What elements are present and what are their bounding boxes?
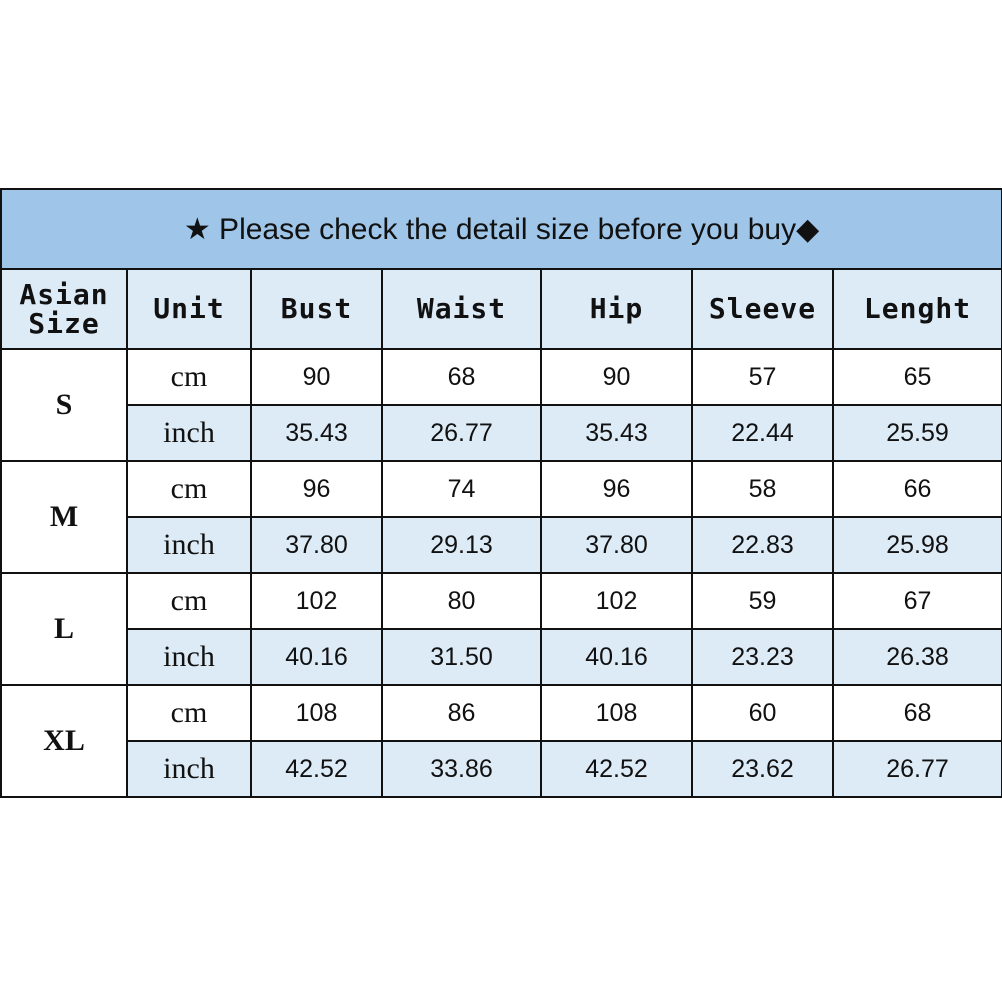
measurement-cell: 26.77 <box>381 404 542 462</box>
measurement-cell: 102 <box>540 572 693 630</box>
column-header: Asian Size <box>0 268 128 350</box>
measurement-cell: 96 <box>250 460 383 518</box>
measurement-cell: 35.43 <box>540 404 693 462</box>
unit-cell: inch <box>126 740 252 798</box>
measurement-cell: 25.98 <box>832 516 1002 574</box>
size-label: L <box>0 572 128 686</box>
column-header: Waist <box>381 268 542 350</box>
column-header: Bust <box>250 268 383 350</box>
measurement-cell: 108 <box>540 684 693 742</box>
unit-cell: cm <box>126 684 252 742</box>
measurement-cell: 31.50 <box>381 628 542 686</box>
measurement-cell: 90 <box>250 348 383 406</box>
measurement-cell: 40.16 <box>250 628 383 686</box>
measurement-cell: 22.44 <box>691 404 834 462</box>
table-row: inch 40.16 31.50 40.16 23.23 26.38 <box>1 628 1002 686</box>
measurement-cell: 26.77 <box>832 740 1002 798</box>
size-label: XL <box>0 684 128 798</box>
column-header: Sleeve <box>691 268 834 350</box>
unit-cell: inch <box>126 516 252 574</box>
table-row: inch 42.52 33.86 42.52 23.62 26.77 <box>1 740 1002 798</box>
measurement-cell: 42.52 <box>250 740 383 798</box>
column-header: Unit <box>126 268 252 350</box>
measurement-cell: 68 <box>832 684 1002 742</box>
measurement-cell: 37.80 <box>250 516 383 574</box>
table-row: XL cm 108 86 108 60 68 <box>0 684 1002 798</box>
measurement-cell: 108 <box>250 684 383 742</box>
unit-cell: inch <box>126 404 252 462</box>
column-header: Hip <box>540 268 693 350</box>
unit-cell: cm <box>126 348 252 406</box>
measurement-cell: 23.62 <box>691 740 834 798</box>
measurement-cell: 26.38 <box>832 628 1002 686</box>
measurement-cell: 80 <box>381 572 542 630</box>
measurement-cell: 74 <box>381 460 542 518</box>
measurement-cell: 59 <box>691 572 834 630</box>
measurement-cell: 42.52 <box>540 740 693 798</box>
table-row: inch 35.43 26.77 35.43 22.44 25.59 <box>1 404 1002 462</box>
measurement-cell: 60 <box>691 684 834 742</box>
size-chart-table: ★ Please check the detail size before yo… <box>0 188 1002 798</box>
measurement-cell: 102 <box>250 572 383 630</box>
measurement-cell: 90 <box>540 348 693 406</box>
measurement-cell: 65 <box>832 348 1002 406</box>
measurement-cell: 37.80 <box>540 516 693 574</box>
table-title: ★ Please check the detail size before yo… <box>0 188 1002 270</box>
measurement-cell: 25.59 <box>832 404 1002 462</box>
unit-cell: inch <box>126 628 252 686</box>
measurement-cell: 22.83 <box>691 516 834 574</box>
measurement-cell: 66 <box>832 460 1002 518</box>
unit-cell: cm <box>126 460 252 518</box>
measurement-cell: 96 <box>540 460 693 518</box>
measurement-cell: 57 <box>691 348 834 406</box>
column-header: Lenght <box>832 268 1002 350</box>
measurement-cell: 86 <box>381 684 542 742</box>
measurement-cell: 67 <box>832 572 1002 630</box>
measurement-cell: 35.43 <box>250 404 383 462</box>
measurement-cell: 40.16 <box>540 628 693 686</box>
measurement-cell: 33.86 <box>381 740 542 798</box>
size-label: S <box>0 348 128 462</box>
table-row: inch 37.80 29.13 37.80 22.83 25.98 <box>1 516 1002 574</box>
measurement-cell: 58 <box>691 460 834 518</box>
unit-cell: cm <box>126 572 252 630</box>
measurement-cell: 68 <box>381 348 542 406</box>
size-label: M <box>0 460 128 574</box>
measurement-cell: 23.23 <box>691 628 834 686</box>
measurement-cell: 29.13 <box>381 516 542 574</box>
